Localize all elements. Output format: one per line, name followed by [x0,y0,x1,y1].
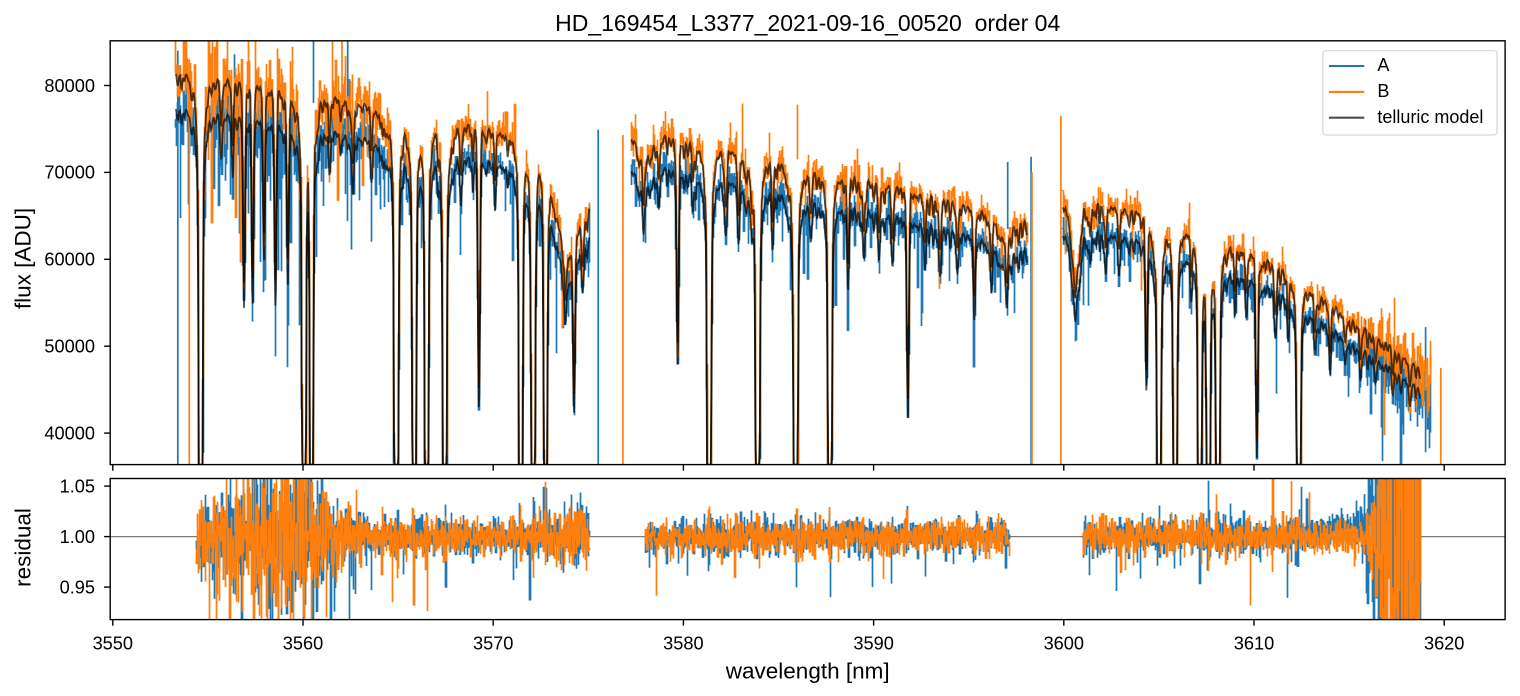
svg-text:flux [ADU]: flux [ADU] [11,208,36,309]
svg-text:telluric model: telluric model [1377,107,1483,127]
svg-text:HD_169454_L3377_2021-09-16_005: HD_169454_L3377_2021-09-16_00520 order 0… [555,10,1060,36]
svg-text:3550: 3550 [93,634,133,654]
svg-text:residual: residual [11,508,36,587]
svg-text:3620: 3620 [1424,634,1464,654]
svg-text:3610: 3610 [1234,634,1274,654]
svg-text:40000: 40000 [44,423,95,443]
svg-text:B: B [1377,81,1389,101]
svg-text:3590: 3590 [853,634,893,654]
svg-text:80000: 80000 [44,76,95,96]
svg-text:60000: 60000 [44,250,95,270]
svg-text:0.95: 0.95 [60,577,95,597]
svg-text:3580: 3580 [663,634,703,654]
svg-text:3570: 3570 [473,634,513,654]
svg-text:1.05: 1.05 [60,476,95,496]
svg-text:1.00: 1.00 [60,527,95,547]
svg-text:wavelength [nm]: wavelength [nm] [725,659,890,684]
svg-text:A: A [1377,55,1389,75]
svg-text:3560: 3560 [283,634,323,654]
svg-text:70000: 70000 [44,163,95,183]
svg-text:50000: 50000 [44,337,95,357]
svg-text:3600: 3600 [1044,634,1084,654]
